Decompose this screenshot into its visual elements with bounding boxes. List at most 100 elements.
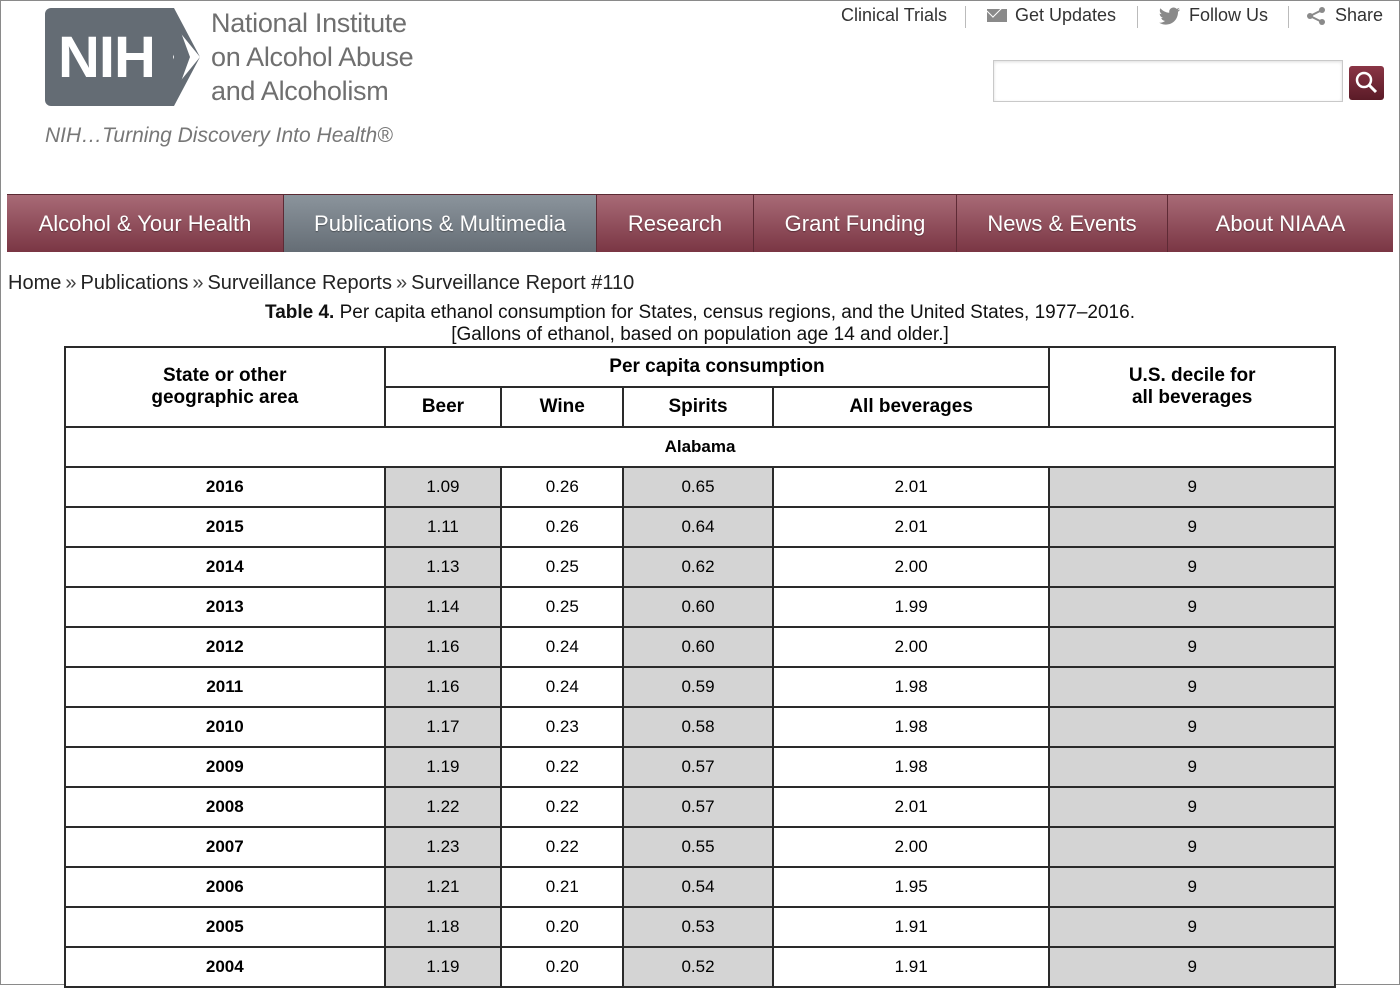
clinical-trials-link[interactable]: Clinical Trials [841,5,947,26]
main-nav: Alcohol & Your Health Publications & Mul… [7,194,1393,252]
cell-decile: 9 [1048,466,1336,508]
table-caption: Table 4. Per capita ethanol consumption … [0,302,1400,324]
org-name-line-2: on Alcohol Abuse [211,42,414,72]
follow-us-link[interactable]: Follow Us [1159,5,1268,26]
table-caption-label: Table 4. [265,302,335,323]
cell-all-beverages: 2.01 [771,506,1051,548]
cell-year: 2011 [64,666,386,708]
cell-decile: 9 [1048,946,1336,988]
breadcrumb-current-report: Surveillance Report #110 [411,272,635,294]
cell-all-beverages: 2.01 [771,786,1051,828]
cell-wine: 0.26 [500,506,625,548]
cell-all-beverages: 1.91 [771,946,1051,988]
nih-logo[interactable] [45,8,173,106]
cell-wine: 0.20 [500,946,625,988]
cell-wine: 0.26 [500,466,625,508]
get-updates-link[interactable]: Get Updates [987,5,1116,26]
cell-spirits: 0.52 [622,946,774,988]
cell-beer: 1.14 [383,586,503,628]
cell-spirits: 0.53 [622,906,774,948]
cell-year: 2004 [64,946,386,988]
nav-item-grant-funding[interactable]: Grant Funding [754,195,957,252]
tagline: NIH…Turning Discovery Into Health® [45,124,393,147]
search-input[interactable] [993,60,1343,102]
clinical-trials-label: Clinical Trials [841,5,948,25]
cell-year: 2016 [64,466,386,508]
cell-decile: 9 [1048,786,1336,828]
cell-year: 2005 [64,906,386,948]
col-header-all-beverages: All beverages [771,386,1051,428]
cell-beer: 1.16 [383,666,503,708]
cell-wine: 0.24 [500,666,625,708]
org-name-line-3: and Alcoholism [211,76,389,106]
consumption-table: State or other geographic area Per capit… [64,346,1336,988]
cell-beer: 1.23 [383,826,503,868]
nav-item-research[interactable]: Research [597,195,754,252]
nav-item-alcohol-your-health[interactable]: Alcohol & Your Health [7,195,284,252]
cell-decile: 9 [1048,586,1336,628]
cell-spirits: 0.60 [622,586,774,628]
cell-spirits: 0.55 [622,826,774,868]
cell-all-beverages: 2.00 [771,826,1051,868]
cell-all-beverages: 1.99 [771,586,1051,628]
cell-year: 2006 [64,866,386,908]
cell-wine: 0.25 [500,546,625,588]
table-row: 2015 1.11 0.26 0.64 2.01 9 [64,506,1336,548]
table-row: 2005 1.18 0.20 0.53 1.91 9 [64,906,1336,948]
logo-chevron-icon [154,8,200,106]
cell-wine: 0.22 [500,746,625,788]
cell-spirits: 0.57 [622,746,774,788]
breadcrumb: Home» Publications» Surveillance Reports» S… [8,272,634,295]
cell-wine: 0.20 [500,906,625,948]
divider [965,6,966,28]
table-row: 2010 1.17 0.23 0.58 1.98 9 [64,706,1336,748]
table-caption-title: Per capita ethanol consumption for State… [339,302,1135,323]
breadcrumb-home[interactable]: Home [8,272,62,294]
cell-beer: 1.11 [383,506,503,548]
table-caption-subtitle: [Gallons of ethanol, based on population… [451,324,949,345]
search-button[interactable] [1349,66,1384,100]
cell-spirits: 0.65 [622,466,774,508]
cell-beer: 1.18 [383,906,503,948]
cell-beer: 1.13 [383,546,503,588]
table-row: 2006 1.21 0.21 0.54 1.95 9 [64,866,1336,908]
cell-spirits: 0.58 [622,706,774,748]
cell-year: 2014 [64,546,386,588]
cell-year: 2012 [64,626,386,668]
cell-year: 2008 [64,786,386,828]
nav-item-news-events[interactable]: News & Events [957,195,1168,252]
cell-decile: 9 [1048,746,1336,788]
cell-spirits: 0.54 [622,866,774,908]
divider [1137,6,1138,28]
cell-spirits: 0.62 [622,546,774,588]
cell-decile: 9 [1048,906,1336,948]
twitter-bird-icon [1159,7,1180,25]
state-row-label: Alabama [64,426,1336,468]
cell-all-beverages: 2.01 [771,466,1051,508]
cell-decile: 9 [1048,866,1336,908]
org-name-line-1: National Institute [211,8,407,38]
col-header-spirits: Spirits [622,386,774,428]
envelope-icon [987,9,1007,22]
cell-year: 2013 [64,586,386,628]
breadcrumb-separator: » [65,272,77,294]
divider [1288,6,1289,28]
table-row: 2012 1.16 0.24 0.60 2.00 9 [64,626,1336,668]
cell-year: 2009 [64,746,386,788]
cell-spirits: 0.59 [622,666,774,708]
cell-decile: 9 [1048,666,1336,708]
nav-item-publications-multimedia[interactable]: Publications & Multimedia [284,195,597,252]
cell-beer: 1.19 [383,946,503,988]
nav-item-about-niaaa[interactable]: About NIAAA [1215,210,1346,236]
share-icon [1307,6,1325,25]
cell-decile: 9 [1048,826,1336,868]
breadcrumb-surveillance-reports[interactable]: Surveillance Reports [207,272,392,294]
cell-decile: 9 [1048,626,1336,668]
cell-wine: 0.23 [500,706,625,748]
nih-logo-text: NIH [58,25,156,90]
cell-all-beverages: 1.98 [771,746,1051,788]
breadcrumb-publications[interactable]: Publications [80,272,189,294]
share-link[interactable]: Share [1305,5,1383,26]
cell-all-beverages: 1.91 [771,906,1051,948]
cell-all-beverages: 1.98 [771,706,1051,748]
